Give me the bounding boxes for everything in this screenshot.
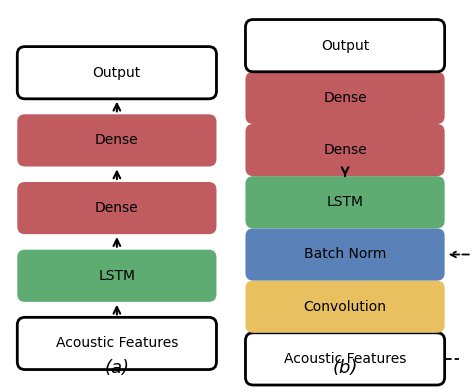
FancyBboxPatch shape [245,281,445,333]
FancyBboxPatch shape [245,229,445,281]
FancyBboxPatch shape [17,47,217,99]
FancyBboxPatch shape [17,182,217,234]
Text: Dense: Dense [95,133,139,147]
Text: (a): (a) [104,359,129,377]
Text: Convolution: Convolution [303,300,387,314]
FancyBboxPatch shape [245,72,445,124]
FancyBboxPatch shape [17,250,217,302]
FancyBboxPatch shape [17,318,217,370]
Text: Output: Output [93,66,141,80]
Text: Dense: Dense [323,91,367,105]
Text: LSTM: LSTM [327,195,363,209]
Text: Acoustic Features: Acoustic Features [56,336,178,350]
FancyBboxPatch shape [245,124,445,176]
FancyBboxPatch shape [245,333,445,385]
Text: Acoustic Features: Acoustic Features [284,352,406,366]
Text: Output: Output [321,39,369,53]
Text: Dense: Dense [323,143,367,157]
FancyBboxPatch shape [245,20,445,72]
FancyBboxPatch shape [245,176,445,229]
Text: LSTM: LSTM [98,269,135,283]
Text: (b): (b) [332,359,358,377]
Text: Dense: Dense [95,201,139,215]
Text: Batch Norm: Batch Norm [304,247,386,261]
FancyBboxPatch shape [17,114,217,167]
